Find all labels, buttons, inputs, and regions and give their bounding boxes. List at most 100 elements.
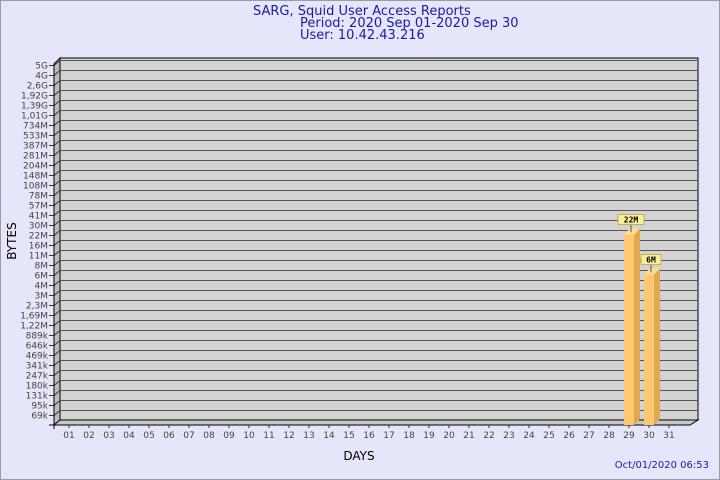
x-tick-label-18: 18 — [403, 431, 415, 441]
y-tick-label: 148M — [23, 172, 48, 182]
bar-side — [634, 228, 640, 425]
tick-connector — [53, 140, 61, 146]
report-period: Period: 2020 Sep 01-2020 Sep 30 — [300, 16, 519, 31]
bar-top — [644, 268, 660, 275]
tick-connector — [53, 360, 61, 366]
y-tick-label: 1,69M — [20, 312, 48, 322]
x-tick-label-19: 19 — [423, 431, 435, 441]
x-tick-label-24: 24 — [523, 431, 535, 441]
tick-connector — [53, 340, 61, 346]
y-tick-label: 533M — [23, 132, 48, 142]
x-tick-label-21: 21 — [463, 431, 474, 441]
tick-connector — [53, 390, 61, 396]
y-tick-label: 341k — [26, 362, 49, 372]
tick-connector — [53, 240, 61, 246]
bar-day-30: 6M — [640, 254, 662, 425]
x-tick-label-10: 10 — [243, 431, 255, 441]
floor — [52, 419, 700, 426]
x-tick-label-08: 08 — [203, 431, 215, 441]
y-tick-label: 1,39G — [21, 102, 48, 112]
tick-connector — [53, 250, 61, 256]
tick-connector — [53, 310, 61, 316]
y-tick-label: 4G — [35, 72, 48, 82]
generated-date: Oct/01/2020 06:53 — [614, 460, 709, 471]
tick-connector — [53, 410, 61, 416]
y-tick-label: 469k — [26, 352, 49, 362]
x-tick-label-29: 29 — [623, 431, 635, 441]
y-tick-label: 387M — [23, 142, 48, 152]
tick-connector — [53, 320, 61, 326]
x-tick-label-22: 22 — [483, 431, 494, 441]
y-tick-label: 8M — [35, 262, 49, 272]
y-tick-label: 2,6G — [27, 82, 48, 92]
tick-connector — [53, 380, 61, 386]
y-tick-label: 78M — [29, 192, 48, 202]
y-tick-label: 2,3M — [26, 302, 48, 312]
bar-front — [644, 274, 654, 425]
x-tick-label-11: 11 — [263, 431, 274, 441]
tick-connector — [53, 330, 61, 336]
y-tick-label: 247k — [26, 372, 49, 382]
x-tick-label-17: 17 — [383, 431, 394, 441]
x-tick-label-12: 12 — [283, 431, 294, 441]
tick-connector — [53, 180, 61, 186]
tick-connector — [53, 170, 61, 176]
tick-connector — [53, 130, 61, 136]
x-tick-label-09: 09 — [223, 431, 235, 441]
tick-connector — [53, 350, 61, 356]
tick-connector — [53, 200, 61, 206]
x-tick-label-01: 01 — [63, 431, 74, 441]
bar-day-29: 22M — [617, 214, 645, 425]
tick-connector — [53, 270, 61, 276]
tick-connector — [53, 60, 61, 66]
x-tick-label-15: 15 — [343, 431, 354, 441]
x-tick-label-04: 04 — [123, 431, 135, 441]
y-tick-label: 131k — [26, 392, 49, 402]
y-tick-label: 889k — [26, 332, 49, 342]
y-tick-label: 204M — [23, 162, 48, 172]
x-tick-label-20: 20 — [443, 431, 455, 441]
y-tick-label: 69k — [31, 412, 48, 422]
y-tick-label: 734M — [23, 122, 48, 132]
tick-connector — [53, 220, 61, 226]
x-tick-label-13: 13 — [303, 431, 314, 441]
y-tick-label: 108M — [23, 182, 48, 192]
tick-connector — [53, 70, 61, 76]
tick-connector — [53, 190, 61, 196]
bar-label-box — [640, 254, 662, 265]
tick-connector — [53, 300, 61, 306]
x-tick-label-31: 31 — [663, 431, 674, 441]
tick-connector — [53, 110, 61, 116]
tick-connector — [53, 290, 61, 296]
report-title: SARG, Squid User Access Reports — [253, 4, 471, 19]
tick-connector — [53, 280, 61, 286]
y-tick-label: 4M — [35, 282, 49, 292]
x-axis-title: DAYS — [343, 449, 374, 463]
x-tick-label-30: 30 — [643, 431, 655, 441]
y-tick-label: 16M — [29, 242, 48, 252]
y-tick-label: 1,22M — [20, 322, 48, 332]
tick-connector — [53, 400, 61, 406]
tick-connector — [53, 150, 61, 156]
report-user: User: 10.42.43.216 — [300, 28, 425, 43]
y-tick-label: 22M — [29, 232, 48, 242]
x-tick-label-06: 06 — [163, 431, 175, 441]
bar-label-box — [617, 214, 645, 225]
tick-connector — [53, 160, 61, 166]
x-tick-label-26: 26 — [563, 431, 575, 441]
bar-side — [654, 268, 660, 425]
x-tick-label-02: 02 — [83, 431, 94, 441]
tick-connector — [53, 80, 61, 86]
y-tick-label: 281M — [23, 152, 48, 162]
bar-value-label: 6M — [646, 256, 656, 265]
tick-connector — [53, 120, 61, 126]
x-tick-label-28: 28 — [603, 431, 615, 441]
y-tick-label: 30M — [29, 222, 48, 232]
y-tick-label: 5G — [35, 62, 48, 72]
y-tick-label: 1,92G — [21, 92, 48, 102]
tick-connector — [53, 90, 61, 96]
y-tick-label: 57M — [29, 202, 48, 212]
x-tick-label-05: 05 — [143, 431, 154, 441]
y-tick-label: 11M — [29, 252, 48, 262]
